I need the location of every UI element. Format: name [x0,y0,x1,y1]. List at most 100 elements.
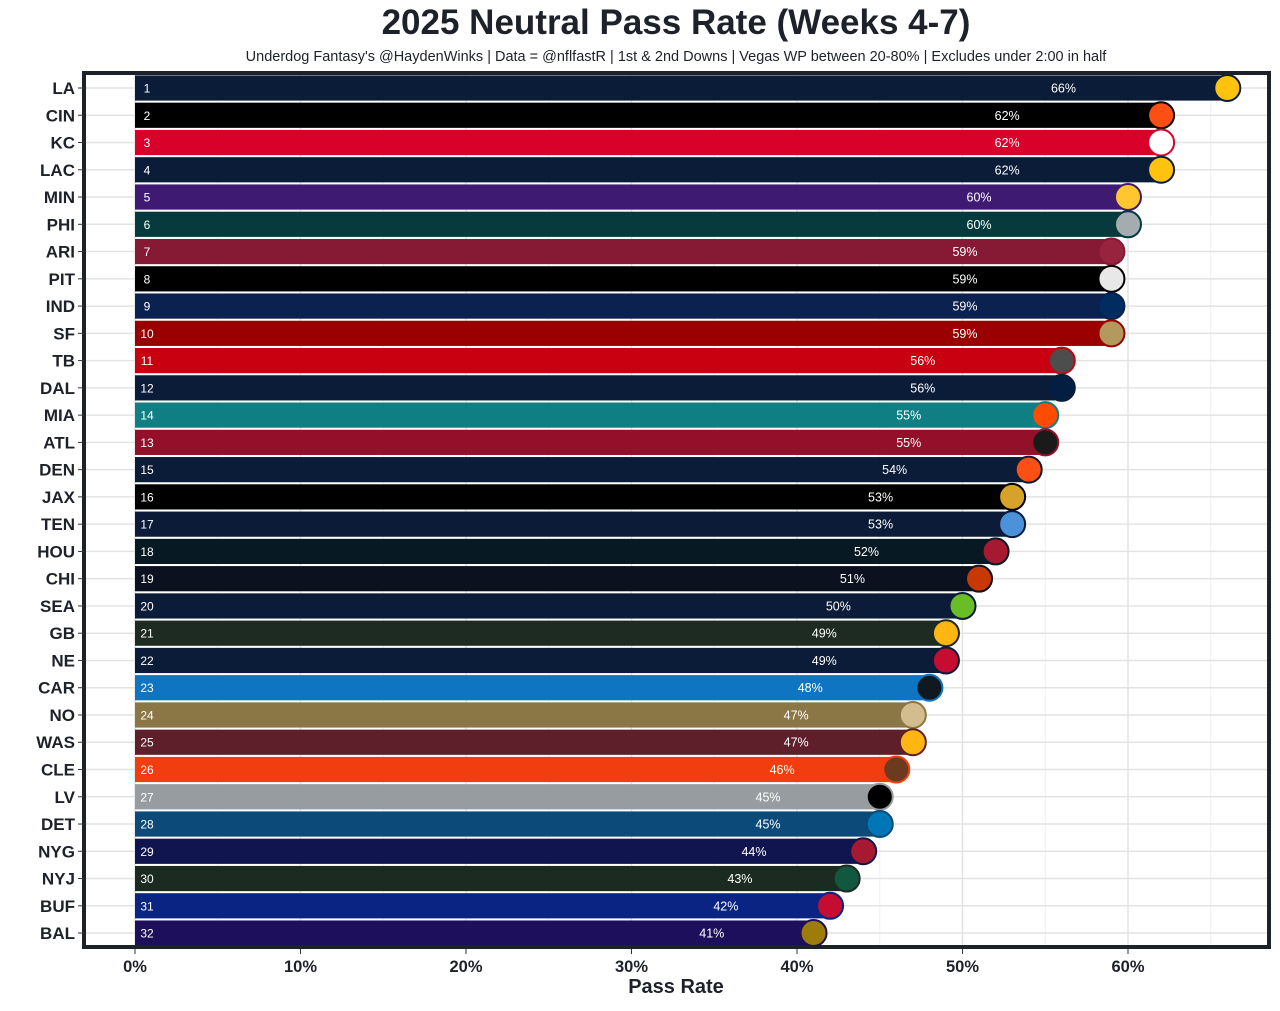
team-logo-ne [931,646,960,675]
y-tick-label: ATL [43,433,75,452]
bar-sea [135,593,963,619]
team-logo-no [898,700,927,729]
y-tick-label: TEN [41,515,75,534]
y-tick-label: NE [51,651,75,670]
bar-ne [135,647,946,674]
rank-label: 11 [141,354,154,368]
team-logo-ten [998,510,1027,539]
value-label: 59% [952,245,977,259]
y-tick-label: SF [53,324,75,343]
y-tick-label: LV [55,788,76,807]
value-label: 45% [756,818,781,832]
bar-gb [135,620,946,646]
team-logo-min [1114,183,1142,212]
rank-label: 29 [140,845,154,859]
rank-label: 7 [144,245,151,259]
team-logo-dal [1047,373,1076,402]
team-logo-chi [965,564,994,593]
y-tick-label: DET [41,815,76,834]
value-label: 49% [812,654,837,668]
value-label: 59% [952,327,977,341]
rank-label: 30 [140,872,154,886]
bar-kc [135,129,1162,156]
rank-label: 14 [140,409,154,423]
y-tick-label: NO [50,706,76,725]
team-logo-atl [1031,428,1060,457]
value-label: 55% [896,409,921,423]
team-logo-det [865,810,894,839]
y-tick-label: SEA [40,597,75,616]
bar-chi [135,566,980,592]
value-label: 47% [784,708,809,722]
team-logo-sea [948,591,977,620]
y-tick-label: BAL [40,924,75,943]
y-tick-label: WAS [36,733,75,752]
value-label: 51% [840,572,865,586]
bar-no [135,702,913,728]
y-tick-label: JAX [42,488,76,507]
rank-label: 21 [140,627,154,641]
panel-border [82,71,1271,949]
value-label: 43% [727,872,752,886]
rank-label: 22 [140,654,154,668]
bar-cin [135,102,1162,128]
team-logo-lv [865,782,894,811]
bar-tb [135,348,1062,374]
rank-label: 6 [144,218,151,232]
y-tick-label: LAC [40,161,75,180]
bars: 1 66% 2 62% 3 62% 4 62% 5 60% 6 60% 7 59% 8 59% 9 59% 10 59… [135,74,1242,948]
x-tick-label: 10% [284,958,317,976]
team-logo-cin [1147,101,1176,130]
team-logo-sf [1097,319,1126,348]
rank-label: 10 [140,327,154,341]
bar-bal [135,920,814,946]
bar-atl [135,429,1046,455]
team-logo-hou [981,537,1010,566]
y-tick-label: TB [52,352,75,371]
rank-label: 28 [140,818,154,832]
bar-car [135,675,930,701]
rank-label: 12 [140,381,154,395]
team-logo-gb [931,619,960,648]
value-label: 52% [854,545,879,559]
rank-label: 8 [144,272,151,286]
chart-title: 2025 Neutral Pass Rate (Weeks 4-7) [382,3,971,42]
rank-label: 5 [144,191,151,205]
value-label: 59% [952,300,977,314]
value-label: 62% [995,136,1020,150]
team-logo-pit [1097,264,1126,293]
y-tick-label: DEN [39,461,75,480]
value-label: 41% [699,927,724,941]
team-logo-lac [1147,155,1176,184]
y-tick-label: DAL [40,379,75,398]
bar-den [135,457,1029,483]
value-label: 50% [826,599,851,613]
bar-det [135,811,880,837]
team-logo-ind [1097,292,1126,321]
bar-sf [135,320,1112,346]
value-label: 48% [798,681,823,695]
bar-nyg [135,838,864,864]
bar-la [135,75,1228,101]
team-logo-ari [1097,237,1126,266]
y-tick-label: CIN [46,106,75,125]
team-logo-cle [882,755,911,784]
y-tick-label: IND [46,297,75,316]
bar-lac [135,157,1162,183]
y-tick-label: MIN [44,188,75,207]
bar-cle [135,756,897,783]
value-label: 53% [868,490,893,504]
y-tick-label: LA [52,79,75,98]
x-tick-label: 60% [1111,958,1144,976]
team-logo-la [1213,74,1242,102]
rank-label: 27 [140,790,154,804]
team-logo-jax [998,482,1027,511]
x-tick-label: 30% [615,958,648,976]
value-label: 56% [910,381,935,395]
rank-label: 24 [140,708,154,722]
y-tick-label: NYG [38,842,75,861]
chart-subtitle: Underdog Fantasy's @HaydenWinks | Data =… [246,49,1108,65]
bar-hou [135,538,996,565]
bar-pit [135,266,1112,292]
